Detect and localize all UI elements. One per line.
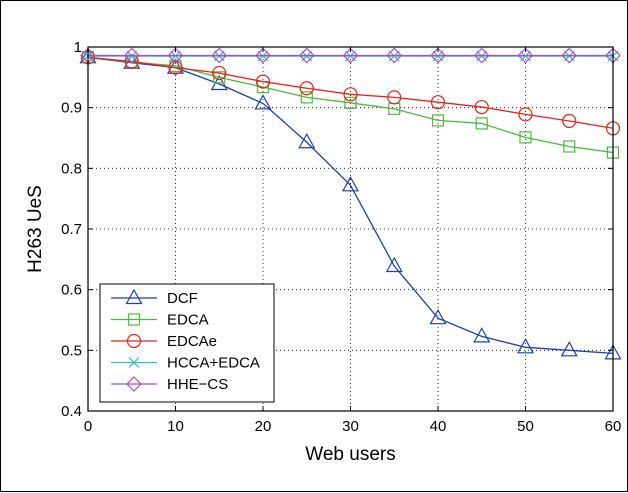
data-point [516, 338, 535, 354]
data-point [123, 47, 140, 64]
series-line [87, 56, 614, 154]
data-point [517, 47, 534, 64]
legend-label: EDCAe [167, 333, 217, 350]
data-point [518, 107, 533, 122]
y-tick-label: 1 [74, 39, 82, 56]
data-point [429, 308, 447, 325]
data-point [300, 91, 313, 104]
legend: DCF EDCA EDCAe HCCA+EDCA HHE−CS [99, 283, 275, 403]
legend-marker [126, 333, 142, 349]
data-point [562, 113, 577, 129]
data-series [79, 47, 622, 360]
data-point [473, 327, 491, 343]
data-point [474, 99, 489, 115]
x-tick-label: 50 [517, 418, 534, 435]
data-point [430, 95, 446, 110]
y-tick-label: 0.4 [61, 403, 82, 420]
axis-ticks [87, 46, 614, 412]
y-tick-label: 0.8 [61, 160, 82, 177]
data-point [211, 47, 228, 64]
data-point [342, 47, 359, 64]
y-axis-label: H263 UeS [25, 185, 46, 273]
data-point [475, 117, 488, 130]
legend-label: EDCA [167, 312, 209, 329]
legend-entry: DCF [111, 288, 198, 307]
legend-entry: HHE−CS [111, 376, 228, 393]
y-tick-label: 0.6 [61, 282, 82, 299]
legend-label: HHE−CS [167, 376, 228, 393]
data-point [255, 74, 271, 89]
y-tick-label: 0.7 [61, 221, 82, 238]
data-point [298, 47, 315, 64]
legend-marker [127, 313, 141, 326]
x-tick-label: 10 [167, 418, 184, 435]
legend-entry: EDCAe [111, 333, 217, 350]
data-point [255, 47, 271, 64]
series-line [87, 56, 614, 129]
y-tick-label: 0.5 [61, 342, 82, 359]
x-tick-label: 40 [430, 418, 447, 435]
data-point [343, 87, 358, 102]
data-point [341, 176, 360, 192]
legend-entry: EDCA [111, 312, 209, 329]
legend-marker [128, 357, 140, 368]
data-point [387, 90, 402, 105]
data-point [430, 47, 446, 64]
x-axis-label: Web users [305, 444, 395, 465]
x-tick-labels: 0 10 20 30 40 50 60 [84, 418, 622, 435]
data-point [431, 114, 445, 127]
x-tick-label: 60 [605, 418, 622, 435]
data-point [560, 341, 578, 357]
x-tick-label: 20 [255, 418, 272, 435]
data-point [561, 47, 578, 64]
legend-label: HCCA+EDCA [167, 355, 260, 372]
data-point [298, 133, 316, 149]
data-point [254, 94, 272, 110]
legend-marker [125, 288, 143, 305]
data-point [344, 96, 357, 109]
y-tick-label: 0.9 [61, 100, 82, 117]
data-point [519, 131, 532, 144]
legend-marker [126, 376, 142, 392]
data-point [299, 81, 314, 96]
x-tick-label: 30 [342, 418, 359, 435]
data-point [473, 47, 490, 64]
data-point [386, 47, 403, 64]
data-point [385, 256, 403, 273]
legend-entry: HCCA+EDCA [111, 355, 260, 372]
data-point [167, 47, 184, 64]
data-point [169, 59, 182, 72]
data-point [168, 60, 183, 75]
legend-label: DCF [167, 290, 198, 307]
data-point [563, 140, 576, 153]
series-4 [80, 47, 621, 64]
x-tick-label: 0 [84, 418, 92, 435]
series-2 [80, 50, 621, 136]
y-tick-labels: 0.4 0.5 0.6 0.7 0.8 0.9 1 [61, 39, 82, 420]
data-point [212, 65, 227, 81]
